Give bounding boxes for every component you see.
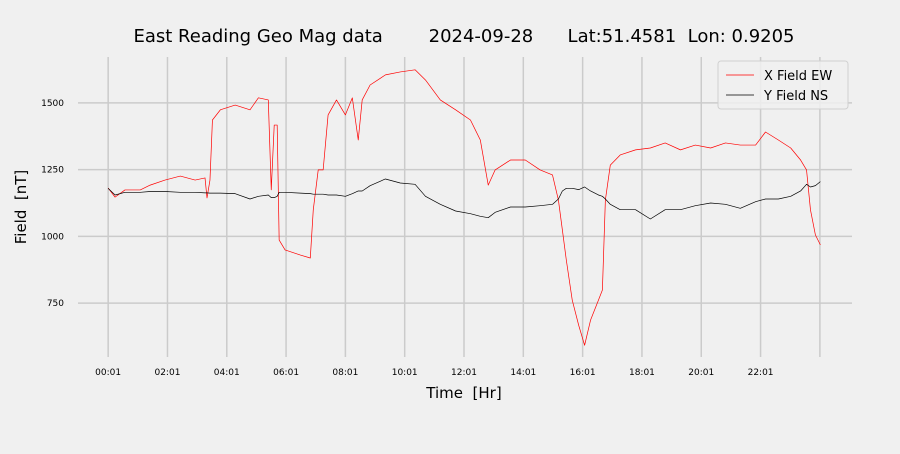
legend-label: X Field EW xyxy=(764,69,832,84)
y-tick-label: 750 xyxy=(47,299,64,309)
grid xyxy=(78,57,852,357)
x-tick-label: 02:01 xyxy=(154,368,180,378)
series-line xyxy=(107,69,821,346)
legend: X Field EW Y Field NS xyxy=(717,60,849,110)
y-tick-label: 1000 xyxy=(41,232,64,242)
y-tick-label: 1250 xyxy=(41,166,64,176)
legend-box xyxy=(717,60,849,110)
x-tick-label: 20:01 xyxy=(688,368,714,378)
labels: 750 1000 1250 1500 00:01 02:01 04:01 06:01 08:01… xyxy=(41,99,773,378)
x-axis-label: Time [Hr] xyxy=(425,384,501,402)
chart-title: East Reading Geo Mag data 2024-09-28 Lat… xyxy=(133,26,794,47)
x-tick-label: 16:01 xyxy=(570,368,596,378)
x-tick-label: 00:01 xyxy=(95,368,121,378)
x-tick-label: 12:01 xyxy=(451,368,477,378)
x-tick-label: 08:01 xyxy=(332,368,358,378)
y-axis-label: Field [nT] xyxy=(12,170,30,245)
x-tick-label: 10:01 xyxy=(392,368,418,378)
series-line xyxy=(107,178,821,220)
x-tick-label: 18:01 xyxy=(629,368,655,378)
x-tick-label: 14:01 xyxy=(510,368,536,378)
x-tick-label: 22:01 xyxy=(748,368,774,378)
legend-label: Y Field NS xyxy=(763,89,828,104)
plot-lines xyxy=(107,69,821,346)
x-tick-label: 06:01 xyxy=(273,368,299,378)
x-tick-label: 04:01 xyxy=(214,368,240,378)
y-tick-label: 1500 xyxy=(41,99,64,109)
